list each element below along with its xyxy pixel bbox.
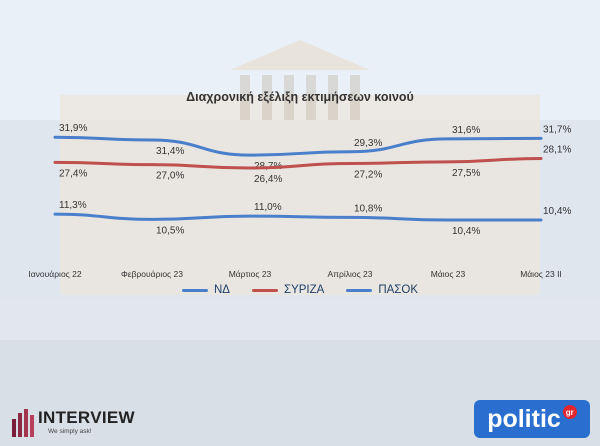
data-label-nd-5: 31,7% — [543, 124, 571, 135]
series-line-nd — [53, 135, 543, 157]
legend-item-nd: ΝΔ — [181, 284, 230, 296]
chart-title: Διαχρονική εξέλιξη εκτιμήσεων κοινού — [186, 90, 414, 104]
data-label-syriza-3: 27,2% — [354, 170, 382, 181]
data-label-pasok-4: 10,4% — [452, 226, 480, 237]
interview-brand: INTERVIEW — [38, 408, 135, 427]
data-label-pasok-1: 10,5% — [156, 225, 184, 236]
x-tick-label-1: Φεβρουάριος 23 — [121, 269, 183, 279]
data-label-nd-3: 29,3% — [354, 138, 382, 149]
legend-item-syriza: ΣΥΡΙΖΑ — [251, 284, 325, 296]
chart-legend: ΝΔ ΣΥΡΙΖΑ ΠΑΣΟΚ — [0, 284, 600, 296]
data-label-pasok-0: 11,3% — [59, 200, 87, 211]
legend-item-pasok: ΠΑΣΟΚ — [346, 284, 418, 296]
data-label-syriza-1: 27,0% — [156, 171, 184, 182]
x-tick-label-3: Απρίλιος 23 — [327, 269, 372, 279]
data-label-syriza-2: 26,4% — [254, 174, 282, 185]
data-label-syriza-5: 28,1% — [543, 144, 571, 155]
politic-logo: politic gr — [474, 400, 590, 438]
x-tick-label-0: Ιανουάριος 22 — [28, 269, 81, 279]
interview-logo-icon — [12, 409, 34, 437]
legend-swatch-nd — [181, 288, 208, 292]
data-label-syriza-0: 27,4% — [59, 168, 87, 179]
data-label-nd-0: 31,9% — [59, 123, 87, 134]
interview-tagline: We simply ask! — [48, 428, 92, 435]
x-tick-label-5: Μάιος 23 ΙΙ — [520, 269, 562, 279]
data-label-syriza-4: 27,5% — [452, 168, 480, 179]
legend-label-nd: ΝΔ — [213, 284, 230, 296]
data-label-nd-4: 31,6% — [452, 125, 480, 136]
x-tick-label-4: Μάιος 23 — [431, 269, 466, 279]
legend-swatch-syriza — [251, 288, 278, 292]
legend-label-pasok: ΠΑΣΟΚ — [378, 284, 419, 296]
data-label-pasok-5: 10,4% — [543, 206, 571, 217]
series-line-pasok — [53, 212, 543, 222]
series-line-syriza — [53, 156, 543, 170]
x-tick-label-2: Μάρτιος 23 — [229, 269, 272, 279]
politic-suffix-badge: gr — [562, 405, 577, 419]
politic-brand: politic — [487, 404, 561, 433]
legend-swatch-pasok — [346, 288, 373, 292]
data-label-pasok-2: 11,0% — [254, 202, 282, 213]
data-label-nd-1: 31,4% — [156, 146, 184, 157]
data-label-pasok-3: 10,8% — [354, 203, 382, 214]
legend-label-syriza: ΣΥΡΙΖΑ — [283, 284, 325, 296]
